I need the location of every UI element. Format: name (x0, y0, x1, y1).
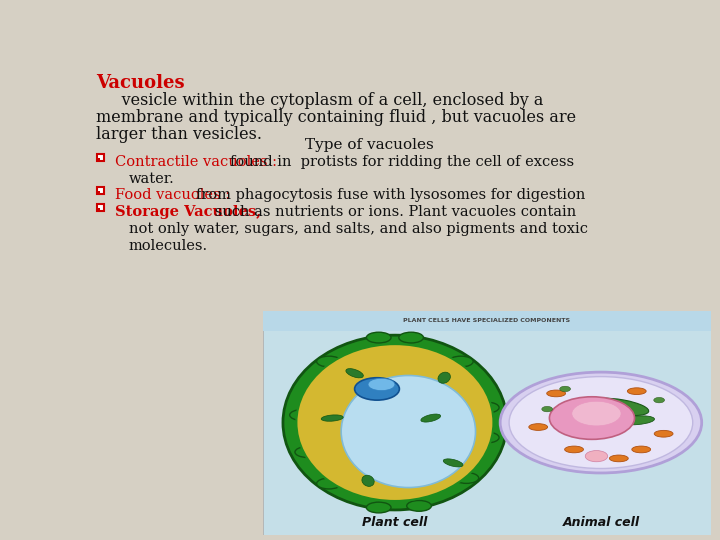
Ellipse shape (366, 502, 391, 513)
Ellipse shape (317, 356, 341, 367)
FancyBboxPatch shape (263, 310, 711, 535)
Text: Plant cell: Plant cell (362, 516, 428, 529)
Ellipse shape (454, 472, 479, 483)
FancyBboxPatch shape (263, 310, 711, 330)
Circle shape (559, 386, 570, 391)
Ellipse shape (474, 402, 499, 413)
Text: molecules.: molecules. (129, 239, 208, 253)
FancyBboxPatch shape (97, 154, 104, 161)
Ellipse shape (297, 344, 493, 501)
Ellipse shape (619, 416, 654, 425)
Ellipse shape (632, 446, 651, 453)
Circle shape (585, 450, 608, 462)
Text: PLANT CELLS HAVE SPECIALIZED COMPONENTS: PLANT CELLS HAVE SPECIALIZED COMPONENTS (403, 318, 570, 323)
Ellipse shape (341, 375, 475, 488)
Ellipse shape (564, 446, 583, 453)
FancyBboxPatch shape (97, 208, 101, 211)
Text: larger than vesicles.: larger than vesicles. (96, 126, 262, 143)
Ellipse shape (366, 332, 391, 343)
Ellipse shape (362, 475, 374, 487)
Ellipse shape (421, 414, 441, 422)
Circle shape (549, 397, 634, 440)
Text: Food vacuoles :: Food vacuoles : (114, 188, 230, 202)
Text: from phagocytosis fuse with lysosomes for digestion: from phagocytosis fuse with lysosomes fo… (196, 188, 585, 202)
Ellipse shape (589, 398, 649, 416)
Text: Animal cell: Animal cell (562, 516, 639, 529)
FancyBboxPatch shape (97, 187, 104, 194)
Circle shape (509, 376, 693, 469)
Ellipse shape (654, 430, 673, 437)
Ellipse shape (317, 478, 341, 489)
Ellipse shape (609, 455, 629, 462)
Circle shape (572, 401, 621, 426)
Ellipse shape (627, 388, 646, 395)
Text: Contractile vacuoles :: Contractile vacuoles : (114, 155, 282, 169)
Ellipse shape (289, 410, 315, 421)
Ellipse shape (295, 447, 320, 457)
Text: Type of vacuoles: Type of vacuoles (305, 138, 433, 152)
Ellipse shape (368, 379, 395, 390)
Text: Vacuoles: Vacuoles (96, 74, 185, 92)
Text: vesicle within the cytoplasm of a cell, enclosed by a: vesicle within the cytoplasm of a cell, … (96, 92, 544, 109)
Ellipse shape (474, 432, 499, 443)
Text: found in  protists for ridding the cell of excess: found in protists for ridding the cell o… (230, 155, 574, 169)
Text: membrane and typically containing fluid , but vacuoles are: membrane and typically containing fluid … (96, 109, 576, 126)
FancyBboxPatch shape (97, 191, 101, 194)
Ellipse shape (546, 390, 565, 397)
Ellipse shape (407, 501, 431, 511)
Circle shape (500, 372, 702, 473)
Ellipse shape (321, 415, 343, 421)
Ellipse shape (346, 369, 364, 378)
Circle shape (654, 397, 665, 403)
Ellipse shape (449, 356, 473, 367)
Circle shape (542, 407, 552, 412)
Text: water.: water. (129, 172, 174, 186)
FancyBboxPatch shape (97, 204, 104, 211)
Ellipse shape (528, 424, 548, 430)
Ellipse shape (399, 332, 423, 343)
Text: such as nutrients or ions. Plant vacuoles contain: such as nutrients or ions. Plant vacuole… (210, 205, 577, 219)
FancyBboxPatch shape (97, 158, 101, 161)
Ellipse shape (355, 378, 400, 400)
Ellipse shape (444, 459, 463, 467)
Text: not only water, sugars, and salts, and also pigments and toxic: not only water, sugars, and salts, and a… (129, 222, 588, 236)
Ellipse shape (283, 335, 507, 510)
Text: Storage Vacuoles,: Storage Vacuoles, (114, 205, 261, 219)
Ellipse shape (438, 372, 451, 383)
